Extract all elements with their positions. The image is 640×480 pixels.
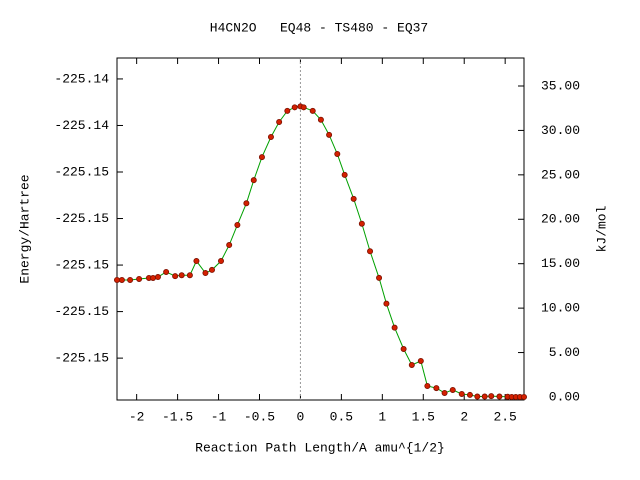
data-point [341, 171, 348, 178]
data-point [172, 273, 179, 280]
data-point [226, 242, 233, 249]
data-point [127, 276, 134, 283]
x-tick-label: 1 [378, 409, 386, 424]
x-axis-label: Reaction Path Length/A amu^{1/2} [195, 440, 445, 455]
x-tick-label: 0 [297, 409, 305, 424]
data-point [417, 357, 424, 364]
data-point [150, 275, 157, 282]
data-point [466, 391, 473, 398]
data-point [284, 107, 291, 114]
data-point [202, 270, 209, 277]
y-tick-label: -225.15 [54, 211, 109, 226]
data-point [178, 272, 185, 279]
data-point [433, 385, 440, 392]
data-point [154, 274, 161, 281]
chart-title: H4CN2O EQ48 - TS480 - EQ37 [210, 20, 428, 35]
y-tick-label: -225.14 [54, 71, 109, 86]
y-tick-label: -225.15 [54, 257, 109, 272]
data-point [474, 393, 481, 400]
y2-tick-label: 35.00 [541, 78, 580, 93]
data-point [383, 300, 390, 307]
data-point [208, 266, 215, 273]
data-point [400, 345, 407, 352]
data-point [276, 118, 283, 125]
data-point [136, 275, 143, 282]
y2-tick-label: 10.00 [541, 301, 580, 316]
y2-tick-label: 25.00 [541, 167, 580, 182]
x-tick-label: 1.5 [412, 409, 435, 424]
data-point [481, 393, 488, 400]
data-point [449, 386, 456, 393]
data-point [458, 390, 465, 397]
data-point [118, 276, 125, 283]
y-axis-label: Energy/Hartree [17, 174, 32, 283]
y-tick-label: -225.15 [54, 351, 109, 366]
data-point [358, 220, 365, 227]
data-point [193, 258, 200, 265]
x-tick-label: 0.5 [330, 409, 353, 424]
x-tick-label: -0.5 [244, 409, 275, 424]
data-point [186, 272, 193, 279]
data-point [391, 324, 398, 331]
x-tick-label: -2 [129, 409, 145, 424]
data-point [300, 104, 307, 111]
data-point [243, 200, 250, 207]
x-tick-label: 2.5 [493, 409, 516, 424]
data-point [234, 221, 241, 228]
y-tick-label: -225.15 [54, 164, 109, 179]
y2-tick-label: 5.00 [549, 345, 580, 360]
data-point [350, 195, 357, 202]
data-point [114, 276, 121, 283]
data-point [309, 107, 316, 114]
data-point [250, 177, 257, 184]
data-point [441, 389, 448, 396]
y-tick-label: -225.15 [54, 304, 109, 319]
data-point [521, 393, 528, 400]
plot-frame [116, 57, 525, 401]
data-point [367, 248, 374, 255]
data-point [376, 274, 383, 281]
x-tick-label: 2 [460, 409, 468, 424]
data-point [267, 133, 274, 140]
data-point [496, 393, 503, 400]
series-line [117, 105, 524, 398]
data-point [258, 154, 265, 161]
x-tick-label: -1 [211, 409, 227, 424]
data-point [317, 116, 324, 123]
data-point [488, 393, 495, 400]
x-tick-label: -1.5 [162, 409, 193, 424]
data-point [424, 382, 431, 389]
y2-tick-label: 15.00 [541, 256, 580, 271]
y2-tick-label: 0.00 [549, 389, 580, 404]
data-point [408, 361, 415, 368]
data-point [163, 268, 170, 275]
y2-axis-label: kJ/mol [594, 205, 609, 252]
y2-tick-label: 20.00 [541, 212, 580, 227]
data-point [218, 258, 225, 265]
y-tick-label: -225.14 [54, 118, 109, 133]
y2-tick-label: 30.00 [541, 123, 580, 138]
data-point [291, 104, 298, 111]
data-point [326, 131, 333, 138]
data-point [334, 150, 341, 157]
